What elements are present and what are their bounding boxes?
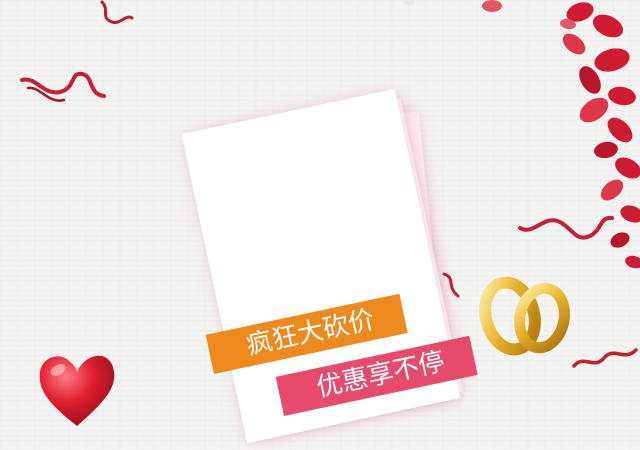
rose-petal xyxy=(482,0,502,12)
ribbon-curl-right xyxy=(518,215,614,240)
ribbon-curl-top xyxy=(100,0,134,25)
ribbon-curl-bottom-right xyxy=(572,348,638,368)
white-dot xyxy=(403,0,415,5)
rose-petals-cluster xyxy=(560,2,640,269)
heart-icon xyxy=(39,355,115,426)
ribbon-curl-left xyxy=(20,71,106,102)
gold-rings-icon xyxy=(479,276,570,356)
ribbon-curl-small xyxy=(442,272,460,298)
